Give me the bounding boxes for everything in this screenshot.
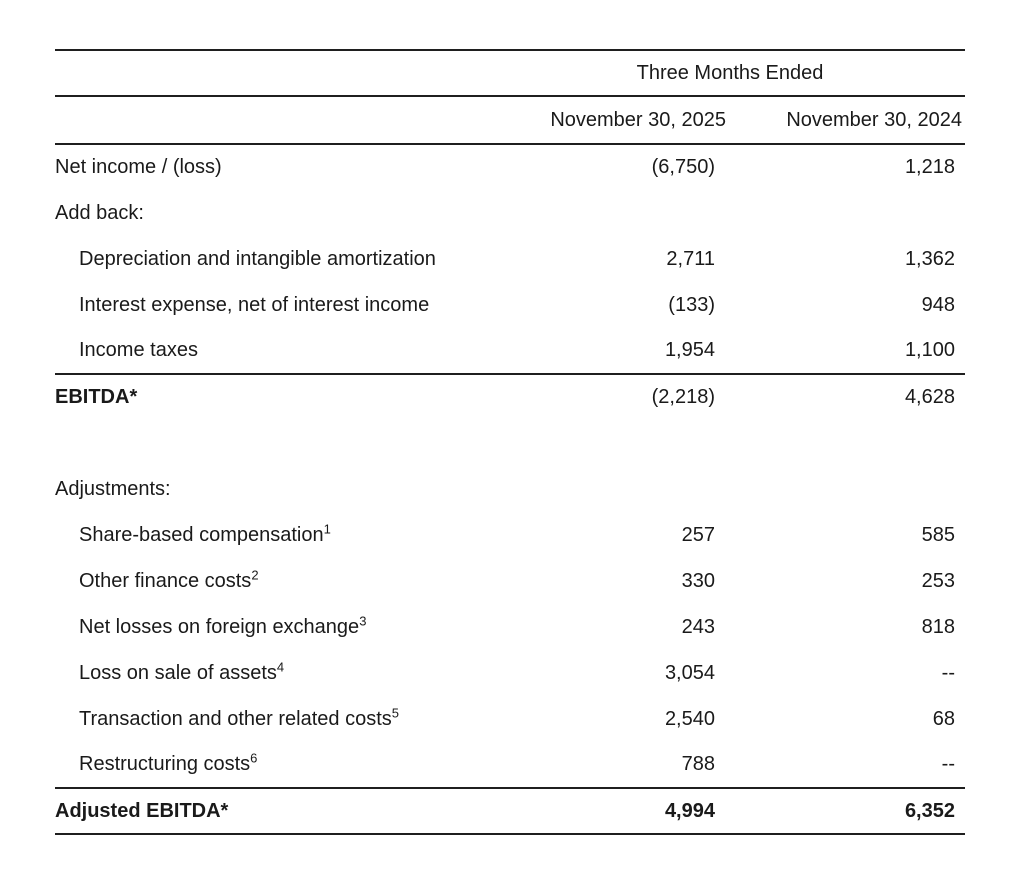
row-label-text: Income taxes xyxy=(79,339,198,361)
value-2024: 585 xyxy=(921,523,955,546)
footnote-superscript: 4 xyxy=(276,658,285,674)
row-label: Net losses on foreign exchange3 xyxy=(55,604,495,650)
row-label-text: Net income / (loss) xyxy=(55,156,222,178)
table-row-net-losses-foreign-exchange: Net losses on foreign exchange3 243 818 xyxy=(55,604,965,650)
row-label-text: Adjustments: xyxy=(55,477,171,500)
row-label: Interest expense, net of interest income xyxy=(55,282,495,328)
row-label-text: Add back: xyxy=(55,201,144,224)
value-2024: 253 xyxy=(921,569,955,592)
value-2024: 4,628 xyxy=(904,386,955,408)
period-span-header: Three Months Ended xyxy=(495,49,965,97)
row-label-text: Loss on sale of assets xyxy=(79,661,277,684)
value-2025: (2,218) xyxy=(651,386,715,408)
row-label: Other finance costs2 xyxy=(55,558,495,604)
footnote-superscript: 1 xyxy=(323,520,331,536)
value-2025 xyxy=(495,190,730,236)
value-2024 xyxy=(730,466,965,512)
row-label-text: Depreciation and intangible amortization xyxy=(79,247,436,270)
column-header-2025: November 30, 2025 xyxy=(495,96,730,145)
row-label: Adjusted EBITDA* xyxy=(55,788,495,835)
row-label: Net income / (loss) xyxy=(55,144,495,190)
value-2025: 330 xyxy=(681,569,715,592)
table-row-loss-on-sale-of-assets: Loss on sale of assets4 3,054 -- xyxy=(55,650,965,696)
value-2024: -- xyxy=(730,742,965,789)
footnote-superscript: 3 xyxy=(359,612,367,628)
value-2024: 68 xyxy=(932,707,955,730)
table-row-adjusted-ebitda: Adjusted EBITDA* 4,994 6,352 xyxy=(55,788,965,835)
value-2024: 6,352 xyxy=(730,788,965,835)
value-2025: 3,054 xyxy=(664,661,715,684)
table-row-depreciation: Depreciation and intangible amortization… xyxy=(55,236,965,282)
value-2024: 948 xyxy=(921,293,955,316)
value-2025: 2,711 xyxy=(666,247,715,270)
corner-cell xyxy=(55,49,495,97)
value-2024 xyxy=(730,190,965,236)
table-row-adjustments-heading: Adjustments: xyxy=(55,466,965,512)
footnote-superscript: 2 xyxy=(251,566,259,582)
value-2024: 1,362 xyxy=(904,247,955,270)
table-row-share-based-compensation: Share-based compensation1 257 585 xyxy=(55,512,965,558)
table-row-restructuring-costs: Restructuring costs6 788 -- xyxy=(55,742,965,789)
table-row-income-taxes: Income taxes 1,954 1,100 xyxy=(55,328,965,375)
row-label-text: Restructuring costs xyxy=(79,753,251,775)
row-label: Add back: xyxy=(55,190,495,236)
corner-cell xyxy=(55,96,495,145)
row-label: Adjustments: xyxy=(55,466,495,512)
row-label-text: EBITDA* xyxy=(55,386,138,408)
table-row-interest-expense: Interest expense, net of interest income… xyxy=(55,282,965,328)
value-2024: 1,218 xyxy=(904,156,955,178)
row-label: EBITDA* xyxy=(55,374,495,420)
value-2025: 257 xyxy=(681,523,715,546)
column-headers-row: November 30, 2025 November 30, 2024 xyxy=(55,96,965,145)
value-2024: 818 xyxy=(921,615,955,638)
row-label-text: Share-based compensation xyxy=(79,523,324,546)
value-2024: -- xyxy=(941,661,955,684)
value-2025: 4,994 xyxy=(495,788,730,835)
value-2024: 1,100 xyxy=(730,328,965,375)
table-row-spacer xyxy=(55,420,965,466)
row-label: Transaction and other related costs5 xyxy=(55,696,495,742)
row-label-text: Net losses on foreign exchange xyxy=(79,615,360,638)
value-2025: (6,750) xyxy=(651,156,715,178)
value-2025: 243 xyxy=(681,615,715,638)
value-2025: 2,540 xyxy=(664,707,715,730)
footnote-superscript: 6 xyxy=(250,750,258,766)
value-2025 xyxy=(495,466,730,512)
empty-cell xyxy=(55,420,495,466)
empty-cell xyxy=(730,420,965,466)
ebitda-reconciliation-table: Three Months Ended November 30, 2025 Nov… xyxy=(55,49,965,835)
table-row-transaction-costs: Transaction and other related costs5 2,5… xyxy=(55,696,965,742)
table-row-net-income: Net income / (loss) (6,750) 1,218 xyxy=(55,144,965,190)
row-label-text: Other finance costs xyxy=(79,569,252,592)
value-2025: 1,954 xyxy=(495,328,730,375)
row-label: Loss on sale of assets4 xyxy=(55,650,495,696)
row-label: Income taxes xyxy=(55,328,495,375)
empty-cell xyxy=(495,420,730,466)
table-row-add-back: Add back: xyxy=(55,190,965,236)
row-label-text: Adjusted EBITDA* xyxy=(55,799,229,822)
period-span-header-row: Three Months Ended xyxy=(55,49,965,97)
value-2025: 788 xyxy=(495,742,730,789)
row-label-text: Interest expense, net of interest income xyxy=(79,293,430,316)
row-label-text: Transaction and other related costs xyxy=(79,707,392,730)
column-header-2024: November 30, 2024 xyxy=(730,96,965,145)
table-row-ebitda: EBITDA* (2,218) 4,628 xyxy=(55,374,965,420)
row-label: Depreciation and intangible amortization xyxy=(55,236,495,282)
table-row-other-finance-costs: Other finance costs2 330 253 xyxy=(55,558,965,604)
row-label: Restructuring costs6 xyxy=(55,742,495,789)
value-2025: (133) xyxy=(668,293,715,316)
row-label: Share-based compensation1 xyxy=(55,512,495,558)
footnote-superscript: 5 xyxy=(391,704,399,720)
